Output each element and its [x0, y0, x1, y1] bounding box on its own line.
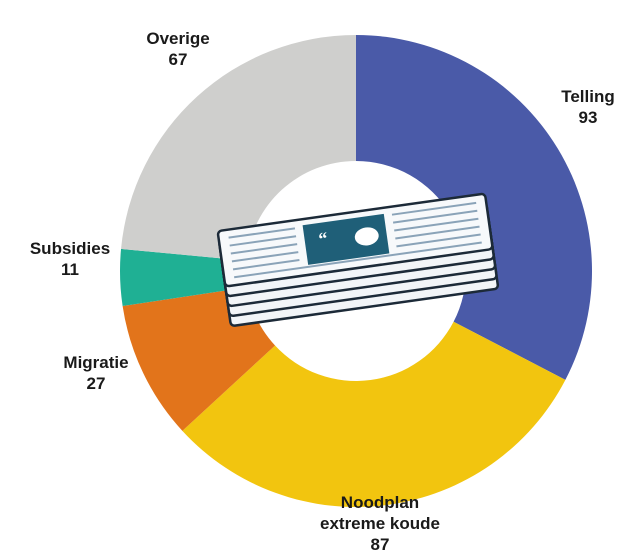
label-overige: Overige 67 [136, 28, 220, 70]
label-overige-name: Overige [146, 29, 210, 48]
slice-subsidies [120, 248, 248, 306]
label-noodplan: Noodplan extreme koude 87 [300, 492, 460, 555]
slices-group [120, 35, 593, 507]
svg-text:“: “ [317, 228, 329, 249]
slice-overige [121, 35, 356, 261]
label-noodplan-value: 87 [370, 535, 390, 554]
label-migratie-name: Migratie [63, 353, 129, 372]
label-noodplan-line2: extreme koude [320, 514, 440, 533]
label-overige-value: 67 [168, 50, 188, 69]
slice-noodplan-extreme-koude [182, 321, 566, 507]
label-subsidies: Subsidies 11 [20, 238, 120, 280]
label-telling-value: 93 [578, 108, 598, 127]
label-subsidies-value: 11 [61, 260, 79, 279]
label-migratie: Migratie 27 [48, 352, 144, 394]
newspaper-stack-icon: “ [216, 192, 500, 327]
label-telling-name: Telling [561, 87, 615, 106]
label-subsidies-name: Subsidies [29, 239, 111, 258]
label-migratie-value: 27 [86, 374, 106, 393]
label-telling: Telling 93 [548, 86, 623, 128]
label-noodplan-line1: Noodplan [340, 493, 420, 512]
